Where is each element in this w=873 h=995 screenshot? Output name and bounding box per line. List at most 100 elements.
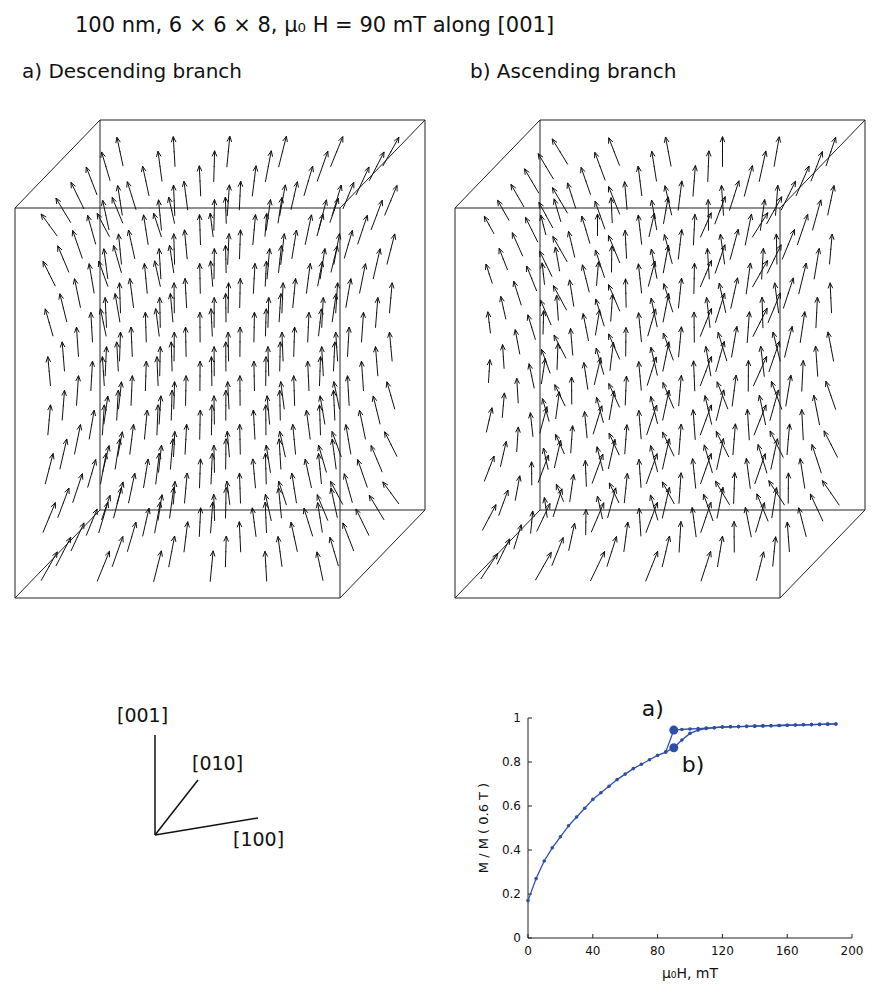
- moment-arrow: [102, 405, 104, 435]
- moment-arrow: [541, 215, 546, 235]
- arrow-head: [599, 454, 603, 460]
- arrow-head: [77, 425, 82, 431]
- moment-arrow: [797, 214, 807, 245]
- arrow-head: [663, 383, 667, 389]
- arrow-head: [319, 261, 324, 267]
- moment-arrow: [608, 285, 619, 312]
- moment-arrow: [585, 509, 586, 535]
- arrow-head: [512, 233, 516, 239]
- moment-arrow: [486, 264, 492, 284]
- arrow-head: [144, 410, 149, 416]
- arrow-head: [692, 263, 697, 269]
- arrow-head: [280, 332, 285, 338]
- arrow-head: [46, 357, 51, 363]
- arrow-head: [623, 230, 628, 236]
- annotation-point: [669, 726, 678, 735]
- moment-arrow: [527, 266, 537, 291]
- arrow-head: [209, 213, 214, 219]
- arrow-head: [238, 327, 243, 333]
- moment-arrow: [595, 201, 605, 229]
- moment-arrow: [811, 151, 822, 181]
- moment-arrow: [184, 181, 188, 210]
- arrow-head: [388, 332, 393, 338]
- arrow-head: [650, 347, 655, 353]
- arrow-head: [198, 508, 203, 514]
- moment-arrow: [228, 234, 229, 265]
- moment-arrow: [607, 537, 617, 567]
- box-edge: [15, 510, 100, 598]
- arrow-head: [791, 181, 796, 187]
- arrow-head: [226, 332, 231, 338]
- moment-arrow: [199, 361, 200, 391]
- moment-arrow: [43, 503, 55, 533]
- arrow-head: [263, 502, 268, 508]
- arrow-head: [720, 439, 725, 445]
- moment-arrow: [99, 261, 108, 287]
- moment-arrow: [708, 151, 709, 182]
- moment-arrow: [383, 482, 399, 504]
- arrow-head: [172, 283, 177, 289]
- moment-arrow: [211, 453, 212, 484]
- arrow-head: [691, 361, 696, 367]
- arrow-head: [145, 459, 150, 465]
- arrow-head: [265, 396, 270, 402]
- x-tick-label: 200: [841, 944, 864, 958]
- moment-arrow: [756, 552, 763, 581]
- moment-arrow: [802, 360, 803, 391]
- arrow-head: [172, 431, 177, 437]
- arrow-head: [663, 432, 667, 438]
- moment-arrow: [332, 431, 341, 457]
- series-point: [769, 724, 773, 728]
- arrow-head: [264, 309, 269, 315]
- moment-arrow: [344, 230, 352, 258]
- moment-arrow: [371, 200, 382, 230]
- arrow-head: [131, 473, 136, 479]
- arrow-head: [650, 151, 655, 157]
- arrow-head: [555, 385, 560, 391]
- moment-arrow: [816, 297, 818, 328]
- arrow-head: [306, 312, 311, 318]
- arrow-head: [503, 441, 508, 447]
- box-edge: [455, 120, 540, 208]
- moment-arrow: [752, 213, 768, 238]
- arrow-head: [334, 332, 339, 338]
- arrow-head: [92, 460, 96, 466]
- moment-arrow: [174, 185, 175, 216]
- arrow-head: [263, 405, 268, 411]
- moment-arrow: [662, 536, 669, 567]
- moment-arrow: [701, 502, 711, 532]
- arrow-head: [542, 399, 546, 405]
- moment-arrow: [715, 293, 724, 323]
- moment-arrow: [511, 184, 524, 207]
- arrow-head: [363, 215, 367, 221]
- moment-arrow: [119, 332, 120, 361]
- moment-arrow: [373, 396, 380, 424]
- arrow-head: [664, 235, 669, 241]
- moment-arrow: [785, 326, 793, 357]
- arrow-head: [775, 341, 779, 347]
- arrow-head: [595, 348, 599, 354]
- arrow-head: [141, 166, 146, 172]
- moment-arrow: [99, 502, 108, 533]
- moment-arrow: [383, 137, 399, 166]
- moment-arrow: [317, 214, 323, 236]
- arrow-head: [597, 358, 602, 364]
- arrow-head: [131, 424, 136, 430]
- moment-arrow: [385, 185, 397, 215]
- arrow-head: [547, 552, 552, 558]
- arrow-head: [156, 405, 161, 411]
- arrow-head: [707, 357, 711, 363]
- arrow-head: [357, 460, 361, 466]
- arrow-head: [293, 230, 298, 236]
- box-edge: [15, 208, 16, 598]
- arrow-head: [292, 327, 297, 333]
- arrow-head: [153, 213, 157, 219]
- arrow-head: [653, 502, 657, 508]
- arrow-head: [158, 551, 163, 557]
- arrow-head: [609, 433, 613, 439]
- moment-arrow: [199, 508, 200, 537]
- moment-arrow: [332, 439, 336, 469]
- arrow-head: [720, 185, 725, 191]
- arrow-head: [264, 213, 269, 219]
- arrow-head: [651, 261, 656, 267]
